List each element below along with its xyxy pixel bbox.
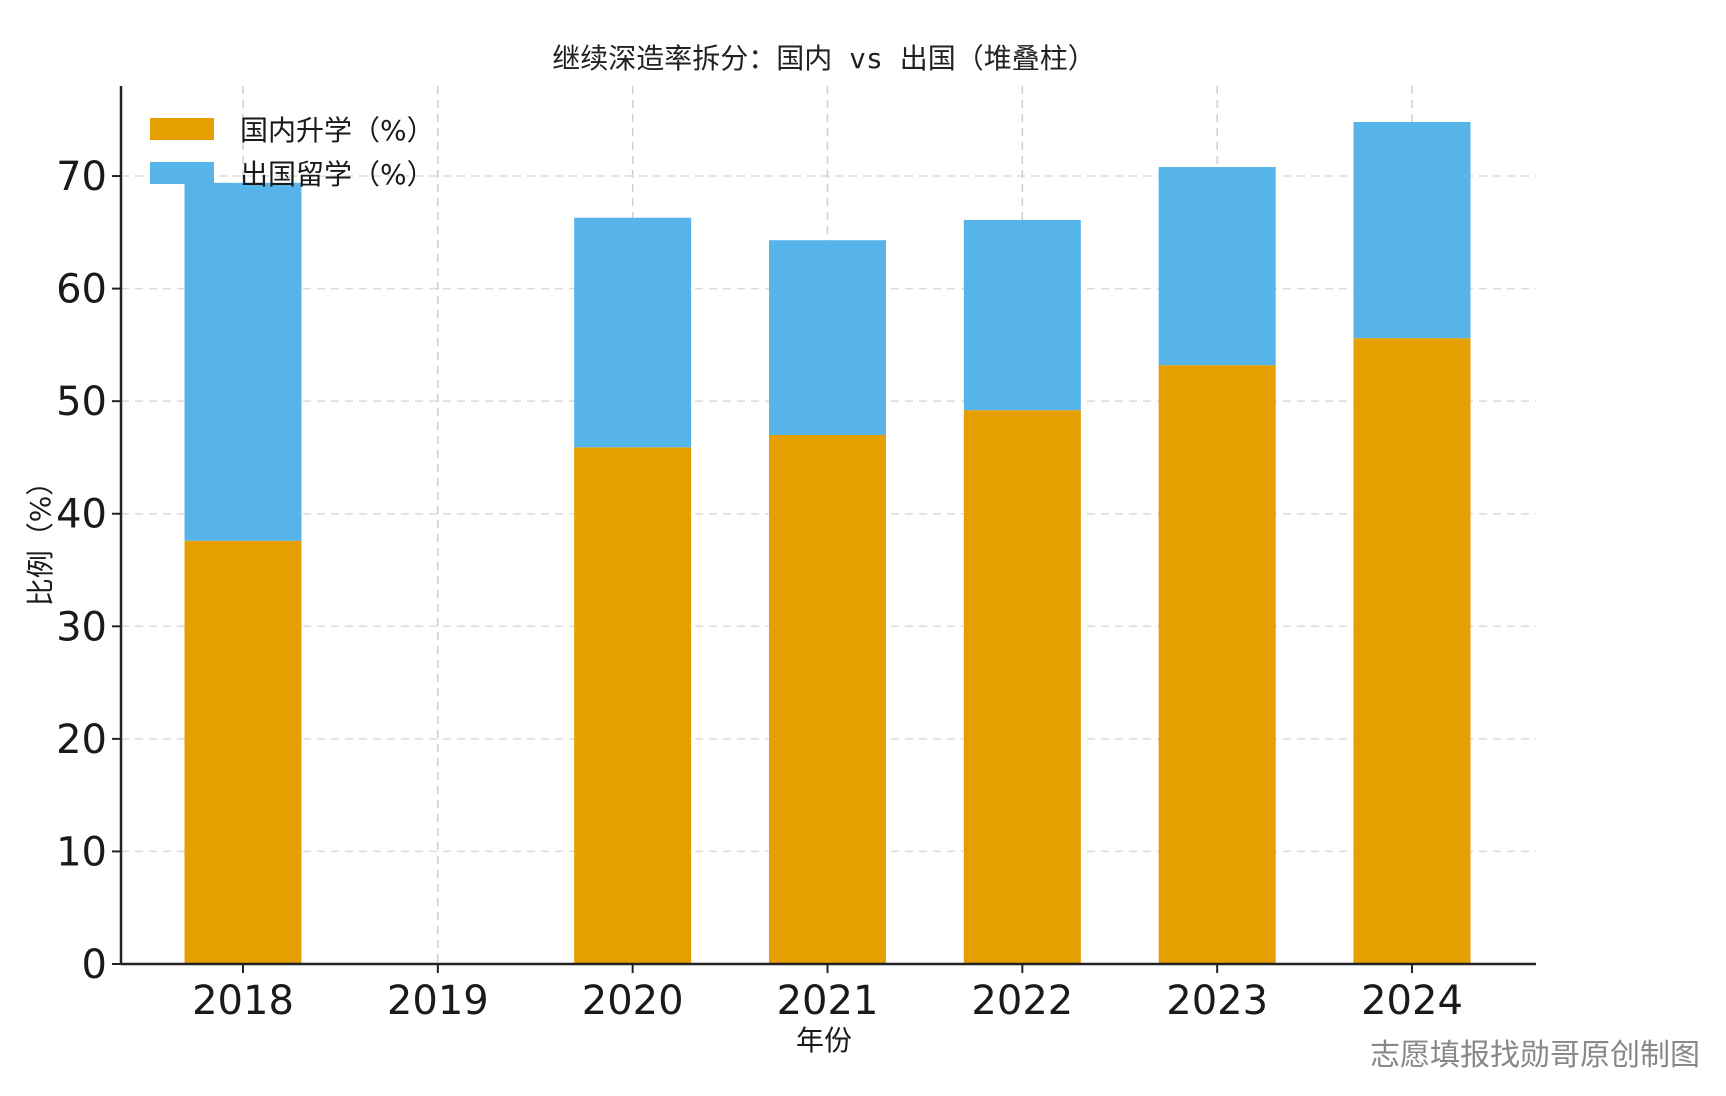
- bar-domestic-2024: [1353, 338, 1471, 965]
- y-tick-label: 70: [56, 154, 107, 200]
- bar-abroad-2021: [769, 240, 886, 435]
- y-tick-label: 0: [82, 942, 107, 988]
- chart-title: 继续深造率拆分：国内 vs 出国（堆叠柱）: [552, 42, 1095, 75]
- legend-label-domestic: 国内升学（%）: [240, 114, 435, 147]
- x-tick-label: 2023: [1166, 978, 1268, 1024]
- bar-domestic-2020: [574, 447, 692, 964]
- legend-swatch-abroad: [150, 162, 214, 184]
- bar-domestic-2023: [1158, 365, 1276, 965]
- bar-abroad-2018: [184, 182, 302, 541]
- y-tick-label: 30: [56, 604, 107, 650]
- x-tick-label: 2024: [1361, 978, 1463, 1024]
- y-tick-label: 50: [56, 379, 107, 425]
- bar-abroad-2020: [574, 217, 692, 448]
- x-tick-label: 2021: [777, 978, 879, 1024]
- x-tick-label: 2020: [582, 978, 684, 1024]
- legend-label-abroad: 出国留学（%）: [240, 158, 435, 191]
- bar-domestic-2018: [184, 540, 302, 964]
- y-tick-label: 40: [56, 492, 107, 538]
- bar-domestic-2022: [963, 410, 1081, 965]
- bar-domestic-2021: [769, 434, 886, 964]
- ticks-layer: 0 10 20 30 40 50 60 70 2018 2019 2020 2021 2022 2023 2…: [56, 154, 1463, 1024]
- watermark-text: 志愿填报找勋哥原创制图: [1370, 1038, 1700, 1073]
- y-tick-label: 60: [56, 267, 107, 313]
- bar-abroad-2023: [1158, 167, 1276, 366]
- y-tick-label: 20: [56, 717, 107, 763]
- x-tick-label: 2019: [387, 978, 489, 1024]
- x-tick-label: 2018: [192, 978, 294, 1024]
- x-tick-label: 2022: [971, 978, 1073, 1024]
- bar-abroad-2022: [963, 219, 1081, 411]
- bar-abroad-2024: [1353, 122, 1471, 339]
- bars-layer: [184, 122, 1471, 965]
- x-axis-title: 年份: [796, 1024, 852, 1057]
- y-axis-title: 比例（%）: [24, 468, 57, 607]
- y-tick-label: 10: [56, 829, 107, 875]
- legend: 国内升学（%） 出国留学（%）: [150, 114, 435, 191]
- legend-swatch-domestic: [150, 118, 214, 140]
